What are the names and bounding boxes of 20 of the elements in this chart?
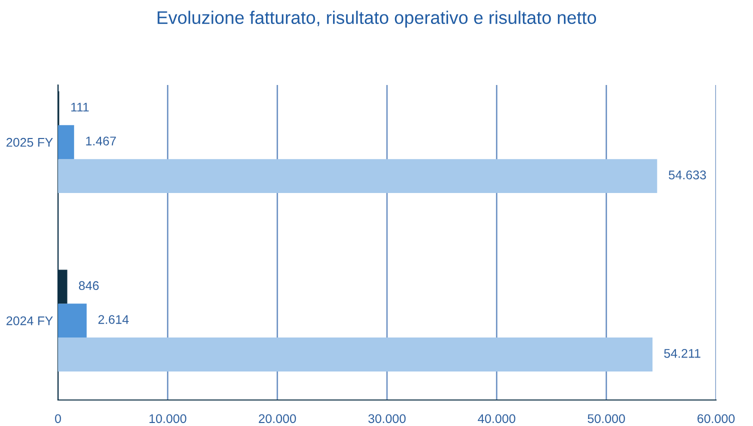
bar	[58, 304, 87, 338]
chart-title: Evoluzione fatturato, risultato operativo e risultato netto	[158, 10, 596, 28]
y-tick-label: 2025 FY	[6, 138, 53, 147]
x-tick-label: 10.000	[150, 414, 186, 424]
bar	[58, 159, 658, 193]
x-tick-label: 40.000	[478, 414, 516, 424]
data-label: 846	[78, 281, 99, 290]
data-label: 1.467	[86, 136, 116, 146]
bar	[58, 338, 653, 372]
x-tick-label: 50.000	[588, 414, 625, 424]
data-label: 54.633	[668, 170, 706, 180]
data-label: 2.614	[98, 315, 129, 324]
x-tick-label: 20.000	[258, 414, 296, 424]
x-tick-label: 0	[55, 414, 61, 424]
bar	[58, 125, 74, 160]
x-tick-label: 30.000	[368, 414, 406, 424]
x-tick-label: 60.000	[698, 414, 735, 424]
y-tick-label: 2024 FY	[6, 316, 53, 326]
data-label: 111	[71, 102, 89, 112]
data-label: 54.211	[664, 348, 700, 358]
